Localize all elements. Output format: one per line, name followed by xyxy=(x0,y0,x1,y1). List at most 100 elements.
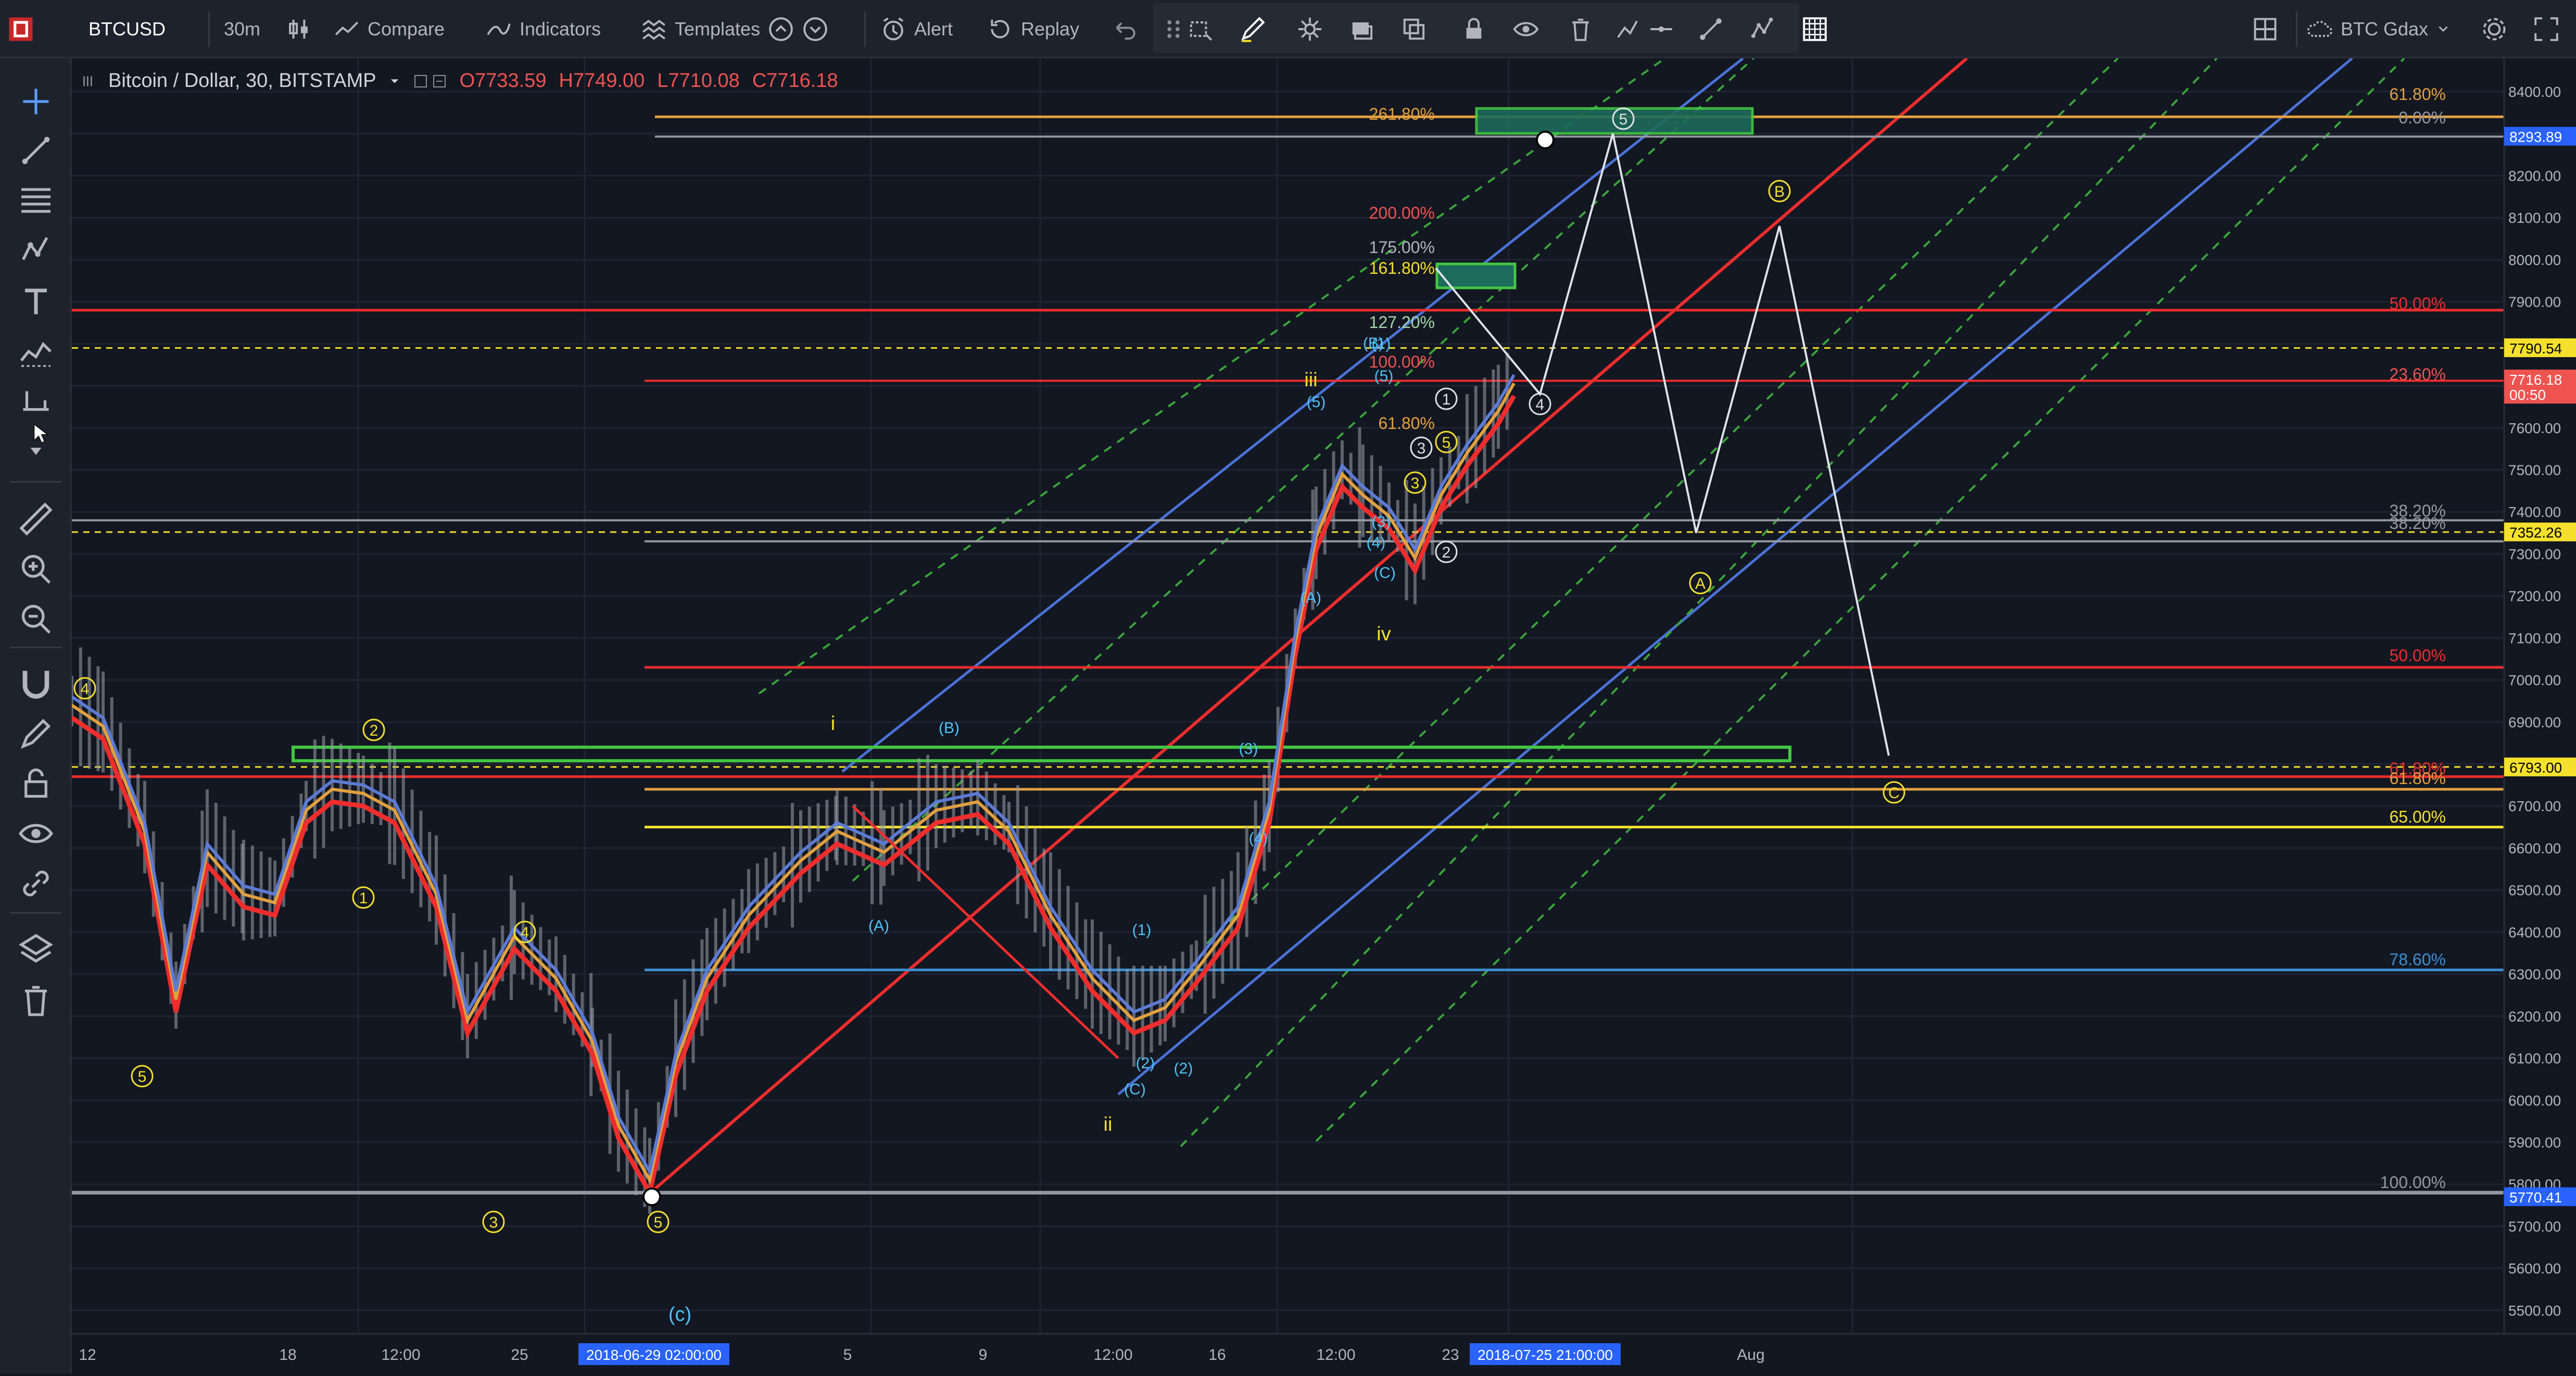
wave-label-yellow: B xyxy=(1774,183,1785,200)
link-icon xyxy=(23,870,49,897)
drag-handle[interactable] xyxy=(1160,8,1187,50)
chevron-down-icon[interactable] xyxy=(802,16,829,43)
chart-pane[interactable]: 4 2 1 5 4 3 5 i ii iii iv 3 5 B C (B) (A) (C) (2) (1) (3) (4)… xyxy=(70,57,2576,1373)
hide-drawings-tool[interactable] xyxy=(18,815,54,852)
select-area-button[interactable] xyxy=(1187,8,1214,50)
symbol-search[interactable]: BTCUSD xyxy=(89,8,166,50)
logo-icon xyxy=(9,17,33,41)
time-tick-label: 12:00 xyxy=(1316,1346,1355,1364)
alert-button[interactable]: Alert xyxy=(880,8,953,50)
fib-level-label: 38.20% xyxy=(2389,514,2446,533)
wave-label-a: A xyxy=(1695,575,1706,592)
time-tick-label: 23 xyxy=(1442,1346,1459,1364)
legend-open: O7733.59 xyxy=(459,70,547,92)
trendline-tool-button[interactable] xyxy=(1697,8,1724,50)
time-tick-label: 5 xyxy=(843,1346,852,1364)
price-tick-label: 6100.00 xyxy=(2508,1051,2561,1067)
wave-label-cyan: (A) xyxy=(868,917,889,935)
price-badge xyxy=(2504,385,2576,404)
price-tick-label: 8400.00 xyxy=(2508,84,2561,100)
delete-button[interactable] xyxy=(1567,8,1594,50)
layout-button[interactable] xyxy=(2252,8,2279,50)
compare-button[interactable]: Compare xyxy=(333,8,445,50)
brush-button[interactable] xyxy=(1239,8,1266,50)
chevron-down-small-icon xyxy=(30,448,42,455)
trash-icon xyxy=(1572,18,1589,41)
prediction-tool[interactable] xyxy=(18,333,54,370)
green-zone-box xyxy=(292,746,1791,763)
replay-label: Replay xyxy=(1021,18,1080,40)
indicators-label: Indicators xyxy=(520,18,601,40)
time-cursor-label: 2018-06-29 02:00:00 xyxy=(586,1347,722,1363)
fib-level-label: 61.80% xyxy=(2389,85,2446,104)
zoom-in-tool[interactable] xyxy=(18,551,54,587)
remove-drawings-tool[interactable] xyxy=(18,982,54,1018)
visibility-button[interactable] xyxy=(1512,8,1539,50)
fib-tool[interactable] xyxy=(18,182,54,219)
fib-level-label: 38.20% xyxy=(2389,501,2446,520)
hline-tool-button[interactable] xyxy=(1648,8,1675,50)
time-tick-label: Aug xyxy=(1737,1346,1764,1364)
text-tool[interactable] xyxy=(18,283,54,320)
interval-button[interactable]: 30m xyxy=(224,8,260,50)
wave-label-cyan: (1) xyxy=(1372,335,1391,352)
trendline-tool[interactable] xyxy=(18,132,54,169)
wave-label-white-circle xyxy=(1612,107,1635,130)
alert-label: Alert xyxy=(914,18,953,40)
wave-label-cyan: (B) xyxy=(939,719,959,737)
wave-label-circle xyxy=(362,718,385,741)
sync-drawings-tool[interactable] xyxy=(18,865,54,902)
path-tool-button[interactable] xyxy=(1614,8,1641,50)
eye-icon xyxy=(19,824,53,843)
zoom-out-tool[interactable] xyxy=(18,601,54,637)
chevron-up-icon[interactable] xyxy=(767,16,794,43)
lock-button[interactable] xyxy=(1460,8,1487,50)
caret-down-icon xyxy=(2439,26,2448,32)
more-tools[interactable] xyxy=(18,433,54,470)
wave-label-white-circle xyxy=(1435,540,1458,563)
legend-caret-icon[interactable] xyxy=(389,75,400,87)
mouse-cursor xyxy=(32,423,49,444)
measure-tool[interactable] xyxy=(18,382,54,419)
fib-level-label: 50.00% xyxy=(2389,646,2446,665)
lock-drawings-tool[interactable] xyxy=(18,765,54,802)
object-tree-tool[interactable] xyxy=(18,932,54,968)
clone-button[interactable] xyxy=(1400,8,1428,50)
price-badge-text: 5770.41 xyxy=(2509,1190,2562,1206)
grid-tool-button[interactable] xyxy=(1801,8,1828,50)
crosshair-tool[interactable] xyxy=(18,83,54,120)
replay-button[interactable]: Replay xyxy=(987,8,1079,50)
layout-name-button[interactable]: BTC Gdax xyxy=(2306,8,2451,50)
magnet-tool[interactable] xyxy=(18,665,54,702)
legend-hide-icon[interactable] xyxy=(413,73,428,89)
time-cursor-badge xyxy=(578,1343,729,1365)
price-tick-label: 7300.00 xyxy=(2508,546,2561,562)
top-toolbar: BTCUSD 30m Compare Indicators Templates … xyxy=(0,0,2576,58)
layers-button[interactable] xyxy=(1348,8,1375,50)
low-point xyxy=(642,1187,661,1206)
price-tick-label: 8000.00 xyxy=(2508,252,2561,268)
stay-drawing-tool[interactable] xyxy=(18,715,54,752)
undo-button[interactable] xyxy=(1110,8,1137,50)
legend-settings-icon[interactable] xyxy=(432,73,447,89)
price-tick-label: 7000.00 xyxy=(2508,672,2561,688)
pattern-tool-button[interactable] xyxy=(1749,8,1776,50)
templates-button[interactable]: Templates xyxy=(640,8,829,50)
legend-title[interactable]: Bitcoin / Dollar, 30, BITSTAMP xyxy=(108,70,376,92)
interval-label: 30m xyxy=(224,18,261,40)
indicators-button[interactable]: Indicators xyxy=(485,8,601,50)
pattern-tool[interactable] xyxy=(18,232,54,269)
clone-icon xyxy=(1403,18,1425,40)
settings-button[interactable] xyxy=(1296,8,1323,50)
fullscreen-button[interactable] xyxy=(2533,8,2560,50)
price-tick-label: 7200.00 xyxy=(2508,588,2561,604)
app-logo[interactable] xyxy=(7,8,34,50)
ruler-tool[interactable] xyxy=(18,501,54,537)
fib-level-label: 23.60% xyxy=(2389,365,2446,384)
fib-extension-label: 100.00% xyxy=(1369,352,1435,371)
chart-settings-button[interactable] xyxy=(2481,8,2508,50)
price-badge xyxy=(2504,127,2576,146)
bar-style-button[interactable] xyxy=(285,8,312,50)
ema-red-line xyxy=(70,395,1516,1200)
